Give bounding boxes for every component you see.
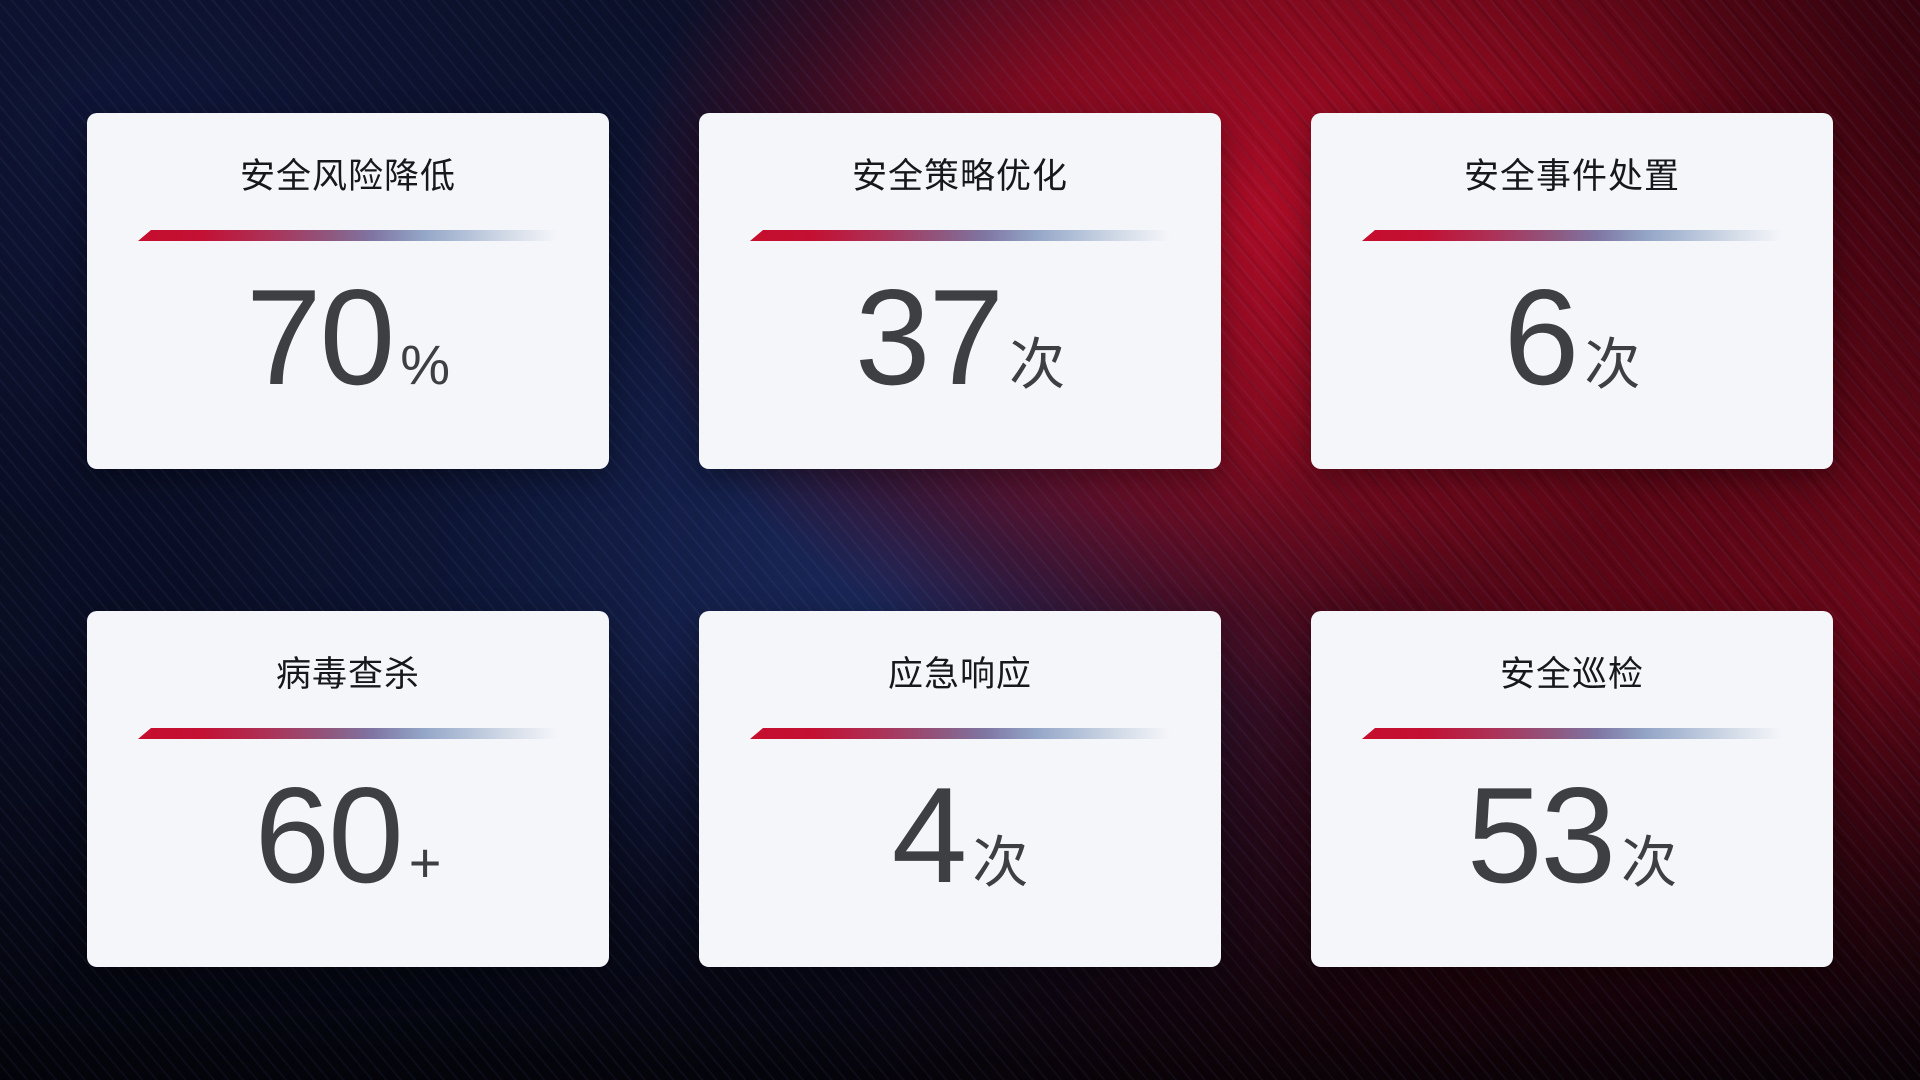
stat-card-security-inspection: 安全巡检 53 次 (1311, 611, 1833, 967)
card-title: 安全风险降低 (239, 157, 456, 196)
stat-unit: 次 (1584, 333, 1641, 396)
divider-line (750, 230, 1170, 241)
stat-value: 70 (245, 261, 395, 413)
divider-line (750, 728, 1170, 739)
stat-unit: 次 (1621, 831, 1678, 894)
card-title: 安全策略优化 (851, 157, 1068, 196)
card-title: 应急响应 (887, 655, 1032, 694)
card-title: 病毒查杀 (275, 655, 420, 694)
card-title: 安全事件处置 (1463, 157, 1680, 196)
stat-value-row: 70% (87, 269, 609, 405)
stat-value: 37 (854, 261, 1004, 413)
divider-line (138, 728, 558, 739)
stat-value: 60 (254, 759, 404, 911)
stat-card-policy-optimization: 安全策略优化 37 次 (699, 113, 1221, 469)
stat-unit: 次 (972, 831, 1029, 894)
stat-value: 6 (1503, 261, 1580, 413)
divider-line (1362, 230, 1782, 241)
stat-card-virus-scan: 病毒查杀 60 + (87, 611, 609, 967)
card-title: 安全巡检 (1499, 655, 1644, 694)
stat-value-row: 53 次 (1311, 767, 1833, 903)
stat-unit: 次 (1009, 333, 1066, 396)
stat-value: 4 (891, 759, 968, 911)
divider-line (138, 230, 558, 241)
stat-value: 53 (1466, 759, 1616, 911)
stat-unit: % (400, 333, 451, 396)
stat-value-row: 37 次 (699, 269, 1221, 405)
stat-card-risk-reduction: 安全风险降低 70% (87, 113, 609, 469)
stat-value-row: 60 + (87, 767, 609, 903)
stat-unit: + (408, 831, 442, 894)
divider-line (1362, 728, 1782, 739)
